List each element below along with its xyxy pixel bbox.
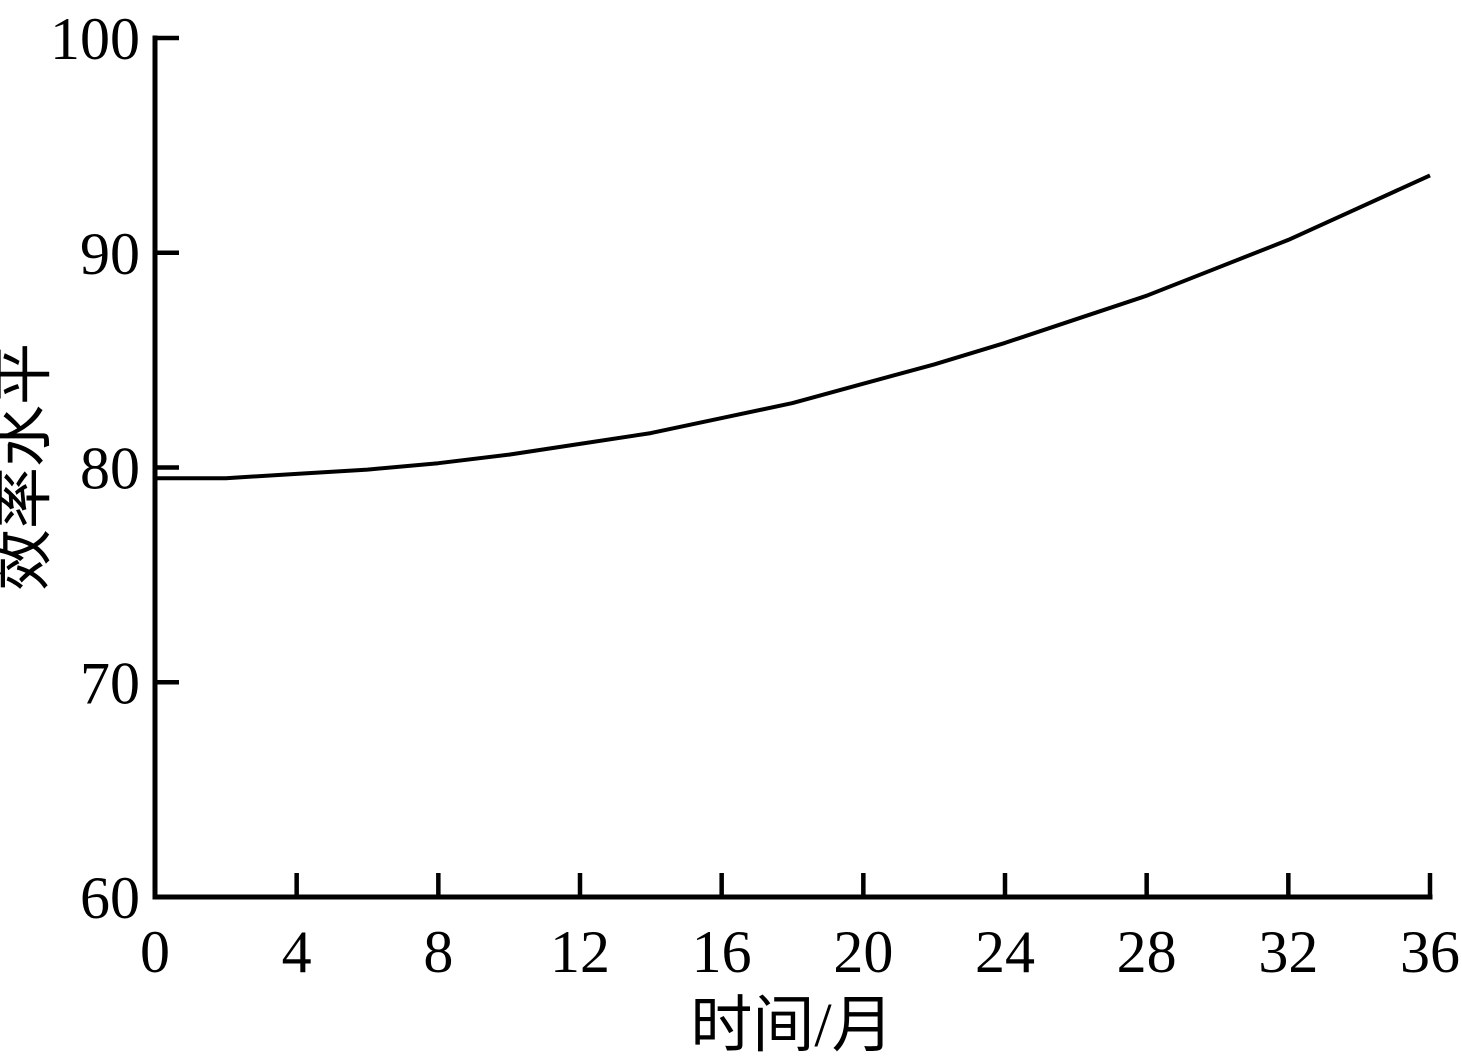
y-tick-label: 80 <box>80 436 140 502</box>
x-tick-label: 0 <box>140 919 170 985</box>
x-tick-label: 16 <box>692 919 752 985</box>
axis-spines <box>152 35 1433 900</box>
x-tick-label: 20 <box>833 919 893 985</box>
tick-marks <box>152 35 1433 900</box>
x-tick-label: 36 <box>1400 919 1460 985</box>
x-axis-label: 时间/月 <box>690 992 893 1060</box>
x-tick-label: 4 <box>282 919 312 985</box>
y-tick-label: 60 <box>80 865 140 931</box>
data-series <box>155 173 1431 481</box>
y-axis-label: 效率水平 <box>0 343 58 591</box>
y-tick-label: 100 <box>50 6 140 72</box>
tick-labels: 0 4 8 12 16 20 24 28 32 36 60 70 80 90 100 <box>50 6 1460 985</box>
y-tick-label: 90 <box>80 221 140 287</box>
efficiency-curve <box>155 173 1431 481</box>
x-tick-label: 32 <box>1258 919 1318 985</box>
x-tick-label: 28 <box>1117 919 1177 985</box>
x-tick-label: 8 <box>423 919 453 985</box>
axes <box>152 35 1433 900</box>
x-tick-label: 24 <box>975 919 1035 985</box>
x-tick-label: 12 <box>550 919 610 985</box>
y-tick-label: 70 <box>80 650 140 716</box>
